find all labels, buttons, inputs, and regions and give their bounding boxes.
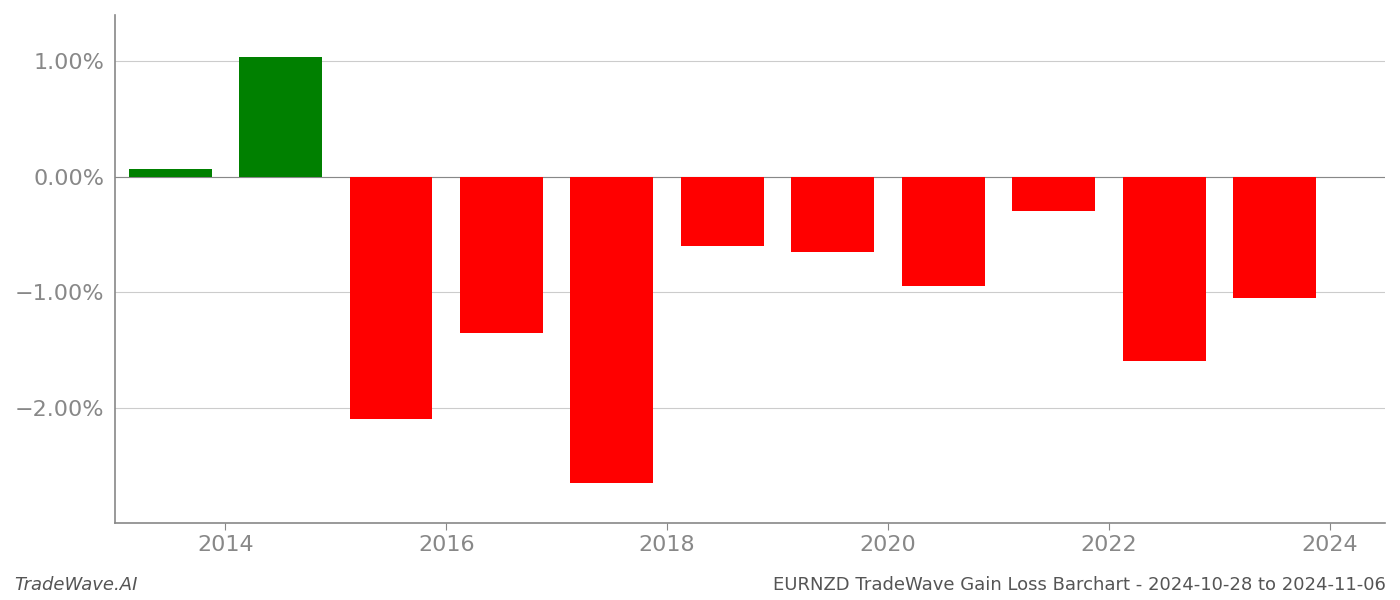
Bar xyxy=(1233,176,1316,298)
Bar xyxy=(461,176,543,332)
Bar xyxy=(1123,176,1205,361)
Bar xyxy=(239,56,322,176)
Bar xyxy=(902,176,984,286)
Text: EURNZD TradeWave Gain Loss Barchart - 2024-10-28 to 2024-11-06: EURNZD TradeWave Gain Loss Barchart - 20… xyxy=(773,576,1386,594)
Bar xyxy=(570,176,654,483)
Bar xyxy=(129,169,211,176)
Bar xyxy=(350,176,433,419)
Bar xyxy=(791,176,874,252)
Bar xyxy=(680,176,764,246)
Bar xyxy=(1012,176,1095,211)
Text: TradeWave.AI: TradeWave.AI xyxy=(14,576,137,594)
